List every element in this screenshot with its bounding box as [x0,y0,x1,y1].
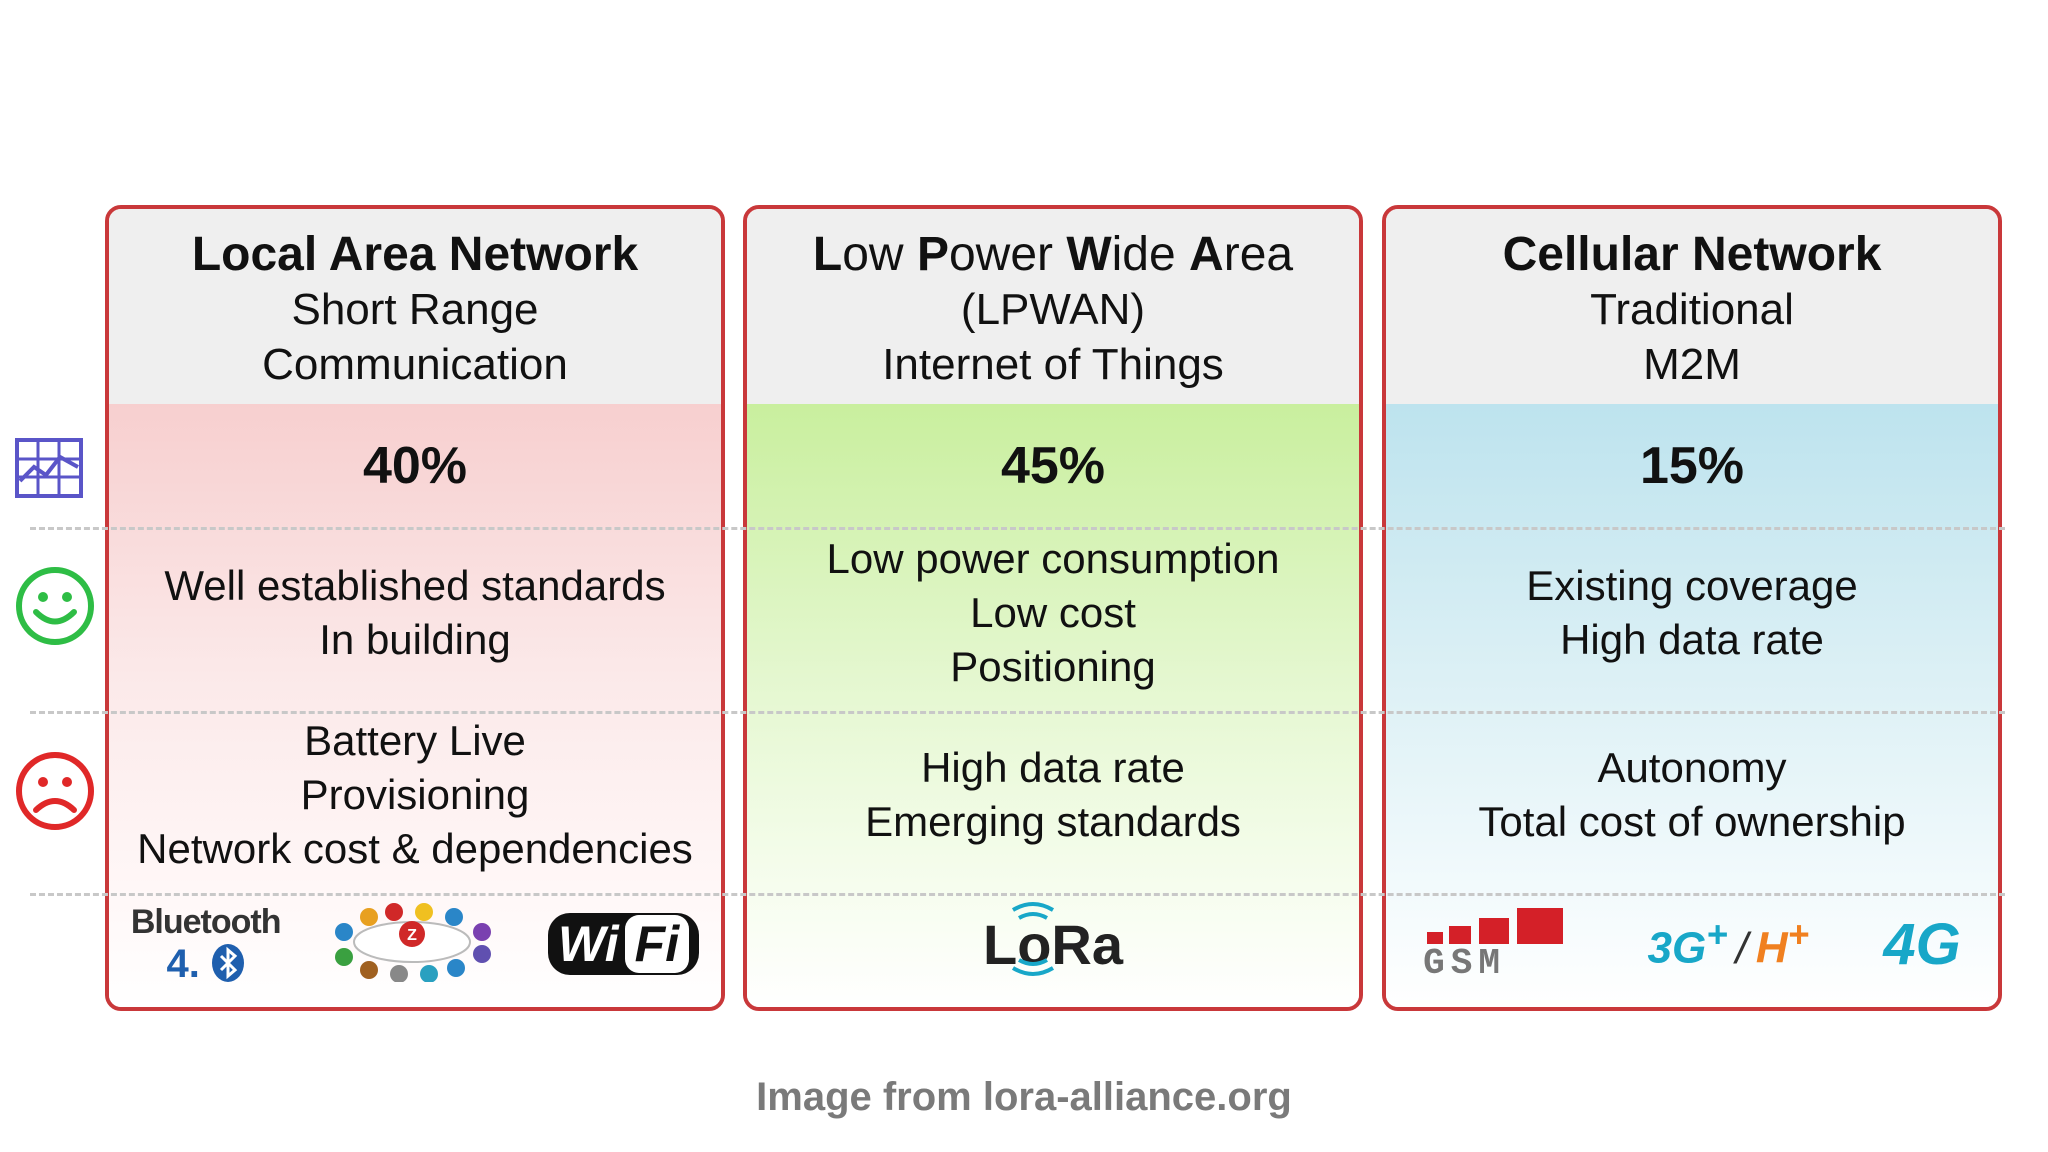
lan-con-1: Battery Live [304,717,526,764]
cellular-pros: Existing coverage High data rate [1386,524,1998,702]
cellular-con-2: Total cost of ownership [1478,798,1906,845]
row-separator [30,711,2005,714]
cellular-subtitle-1: Traditional [1590,285,1794,334]
cellular-subtitle-2: M2M [1643,340,1741,389]
3g-plus: + [1706,914,1728,956]
row-separator [30,527,2005,530]
lpwan-pros: Low power consumption Low cost Positioni… [747,524,1359,702]
wifi-right: Fi [624,915,690,973]
lan-title: Local Area Network [191,228,639,281]
lpwan-con-2: Emerging standards [865,798,1241,845]
hplus-label: H [1755,923,1788,973]
bluetooth-word: Bluetooth [130,902,282,941]
lan-cons: Battery Live Provisioning Network cost &… [109,706,721,884]
cellular-pro-2: High data rate [1560,616,1824,663]
hplus-plus: + [1787,914,1810,956]
gsm-bars-icon [1427,908,1564,944]
lora-word: LoRa [983,912,1123,976]
lan-subtitle-1: Short Range [291,285,539,334]
cellular-header: Cellular Network Traditional M2M [1386,209,1998,408]
cellular-con-1: Autonomy [1597,744,1787,791]
row-separator [30,893,2005,896]
lora-logo: LoRa [983,901,1123,977]
cellular-logos: GSM 3G+ / H+ 4G [1386,889,1998,999]
cellular-cons: Autonomy Total cost of ownership [1386,706,1998,884]
sad-face-icon [14,750,96,836]
lan-logos: Bluetooth 4. [109,889,721,999]
lpwan-cons: High data rate Emerging standards [747,706,1359,884]
lan-con-2: Provisioning [300,771,530,818]
svg-text:Z: Z [407,927,417,944]
lpwan-pro-3: Positioning [950,643,1156,690]
cellular-pro-1: Existing coverage [1526,562,1858,609]
4g-logo: 4G [1883,911,1960,978]
wifi-logo: Wi Fi [548,913,700,975]
lpwan-header: Low Power Wide Area (LPWAN) Internet of … [747,209,1359,408]
gsm-logo: GSM [1423,906,1573,982]
lpwan-pro-2: Low cost [970,589,1136,636]
lpwan-subtitle-2: Internet of Things [882,340,1224,389]
lan-con-3: Network cost & dependencies [137,825,693,872]
cellular-title: Cellular Network [1502,228,1882,281]
gsm-word: GSM [1423,943,1506,984]
3g-hplus-logo: 3G+ / H+ [1648,914,1810,974]
lan-pro-1: Well established standards [164,562,666,609]
lpwan-con-1: High data rate [921,744,1185,791]
bluetooth-icon [211,943,244,982]
bluetooth-version: 4. [166,941,200,986]
cellular-column: Cellular Network Traditional M2M 15% Exi… [1382,205,2002,1011]
lpwan-pro-1: Low power consumption [826,535,1280,582]
lpwan-logos: LoRa [747,889,1359,999]
lpwan-subtitle-1: (LPWAN) [960,285,1146,334]
chart-icon [14,437,84,503]
lan-pros: Well established standards In building [109,524,721,702]
3g-label: 3G [1647,923,1707,973]
lan-pro-2: In building [319,616,511,663]
lpwan-column: Low Power Wide Area (LPWAN) Internet of … [743,205,1363,1011]
lpwan-share: 45% [1000,437,1106,495]
bluetooth-logo: Bluetooth 4. [130,902,282,986]
lan-share: 40% [362,437,468,495]
lan-column: Local Area Network Short Range Communica… [105,205,725,1011]
lan-subtitle-2: Communication [262,340,568,389]
image-credit: Image from lora-alliance.org [756,1075,1292,1119]
lan-header: Local Area Network Short Range Communica… [109,209,721,408]
happy-face-icon [14,565,96,651]
slash-label: / [1735,923,1748,973]
lora-signal-icon [1011,901,1055,976]
lpwan-title: Low Power Wide Area [812,228,1294,281]
lpwan-body: 45% Low power consumption Low cost Posit… [747,404,1359,1007]
lan-body: 40% Well established standards In buildi… [109,404,721,1007]
4g-label: 4G [1883,911,1961,977]
cellular-body: 15% Existing coverage High data rate Aut… [1386,404,1998,1007]
wifi-left: Wi [558,916,619,972]
cellular-share: 15% [1639,437,1745,495]
zigbee-logo: Z [324,902,504,986]
